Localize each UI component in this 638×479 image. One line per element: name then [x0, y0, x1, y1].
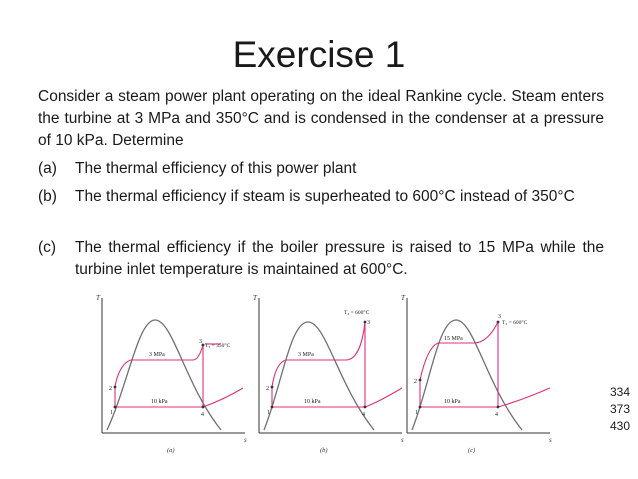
state-4-label: 4	[495, 412, 498, 418]
ts-diagram-c: T s 15 MPa 10 kPa T₃ = 600°C 1 2 3 4 (c)	[401, 294, 552, 454]
s-axis-label: s	[549, 436, 552, 444]
axes	[406, 298, 550, 434]
high-pressure-label: 15 MPa	[444, 336, 463, 342]
axes	[101, 298, 245, 434]
page-ref: 373	[609, 402, 630, 416]
page-ref: 430	[609, 419, 630, 433]
turbine-inlet-temp-label: T₃ = 600°C	[502, 319, 528, 326]
t-axis-label: T	[96, 294, 101, 302]
s-axis-label: s	[401, 436, 404, 444]
page-ref: 334	[609, 385, 630, 399]
diagram-caption: (b)	[320, 447, 328, 454]
diagram-caption: (a)	[167, 447, 175, 454]
turbine-inlet-temp-label: T₃ = 600°C	[344, 309, 370, 316]
saturation-dome	[106, 319, 222, 431]
t-axis-label: T	[401, 294, 406, 302]
saturation-dome	[263, 321, 375, 431]
state-4-label: 4	[362, 412, 365, 418]
part-b-label: (b)	[38, 188, 57, 205]
cycle-path	[114, 343, 244, 408]
cycle-path	[271, 321, 403, 408]
page-refs: 334 373 430	[606, 384, 630, 435]
state-1-label: 1	[267, 410, 270, 416]
ts-diagram-b: T s 3 MPa 10 kPa T₃ = 600°C 1 2 3 4 (b)	[253, 294, 404, 454]
turbine-inlet-temp-label: T₃ = 350°C	[205, 342, 231, 349]
ts-diagram-a: T s 3 MPa 10 kPa T₃ = 350°C 1 2 3 4 (a)	[96, 294, 247, 454]
low-pressure-label: 10 kPa	[151, 399, 168, 405]
s-axis-label: s	[244, 436, 247, 444]
diagram-caption: (c)	[468, 447, 475, 454]
state-1-label: 1	[110, 410, 113, 416]
saturation-dome	[411, 319, 523, 431]
high-pressure-label: 3 MPa	[298, 352, 314, 358]
part-a-label: (a)	[38, 160, 57, 177]
low-pressure-label: 10 kPa	[304, 399, 321, 405]
t-axis-label: T	[253, 294, 258, 302]
slide-title: Exercise 1	[232, 34, 406, 75]
part-c-label: (c)	[38, 239, 57, 256]
axes	[258, 298, 402, 434]
part-c-text: The thermal efficiency if the boiler pre…	[75, 239, 604, 278]
part-a-text: The thermal efficiency of this power pla…	[75, 160, 357, 177]
problem-intro: Consider a steam power plant operating o…	[38, 88, 604, 149]
high-pressure-label: 3 MPa	[149, 352, 165, 358]
state-3-label: 3	[498, 314, 501, 320]
part-b-text: The thermal efficiency if steam is super…	[75, 188, 575, 205]
cycle-path	[419, 321, 551, 408]
low-pressure-label: 10 kPa	[444, 399, 461, 405]
state-2-label: 2	[109, 386, 112, 392]
state-3-label: 3	[199, 339, 202, 345]
state-1-label: 1	[415, 410, 418, 416]
state-2-label: 2	[266, 386, 269, 392]
state-3-label: 3	[367, 320, 370, 326]
state-4-label: 4	[201, 412, 204, 418]
state-2-label: 2	[414, 379, 417, 385]
